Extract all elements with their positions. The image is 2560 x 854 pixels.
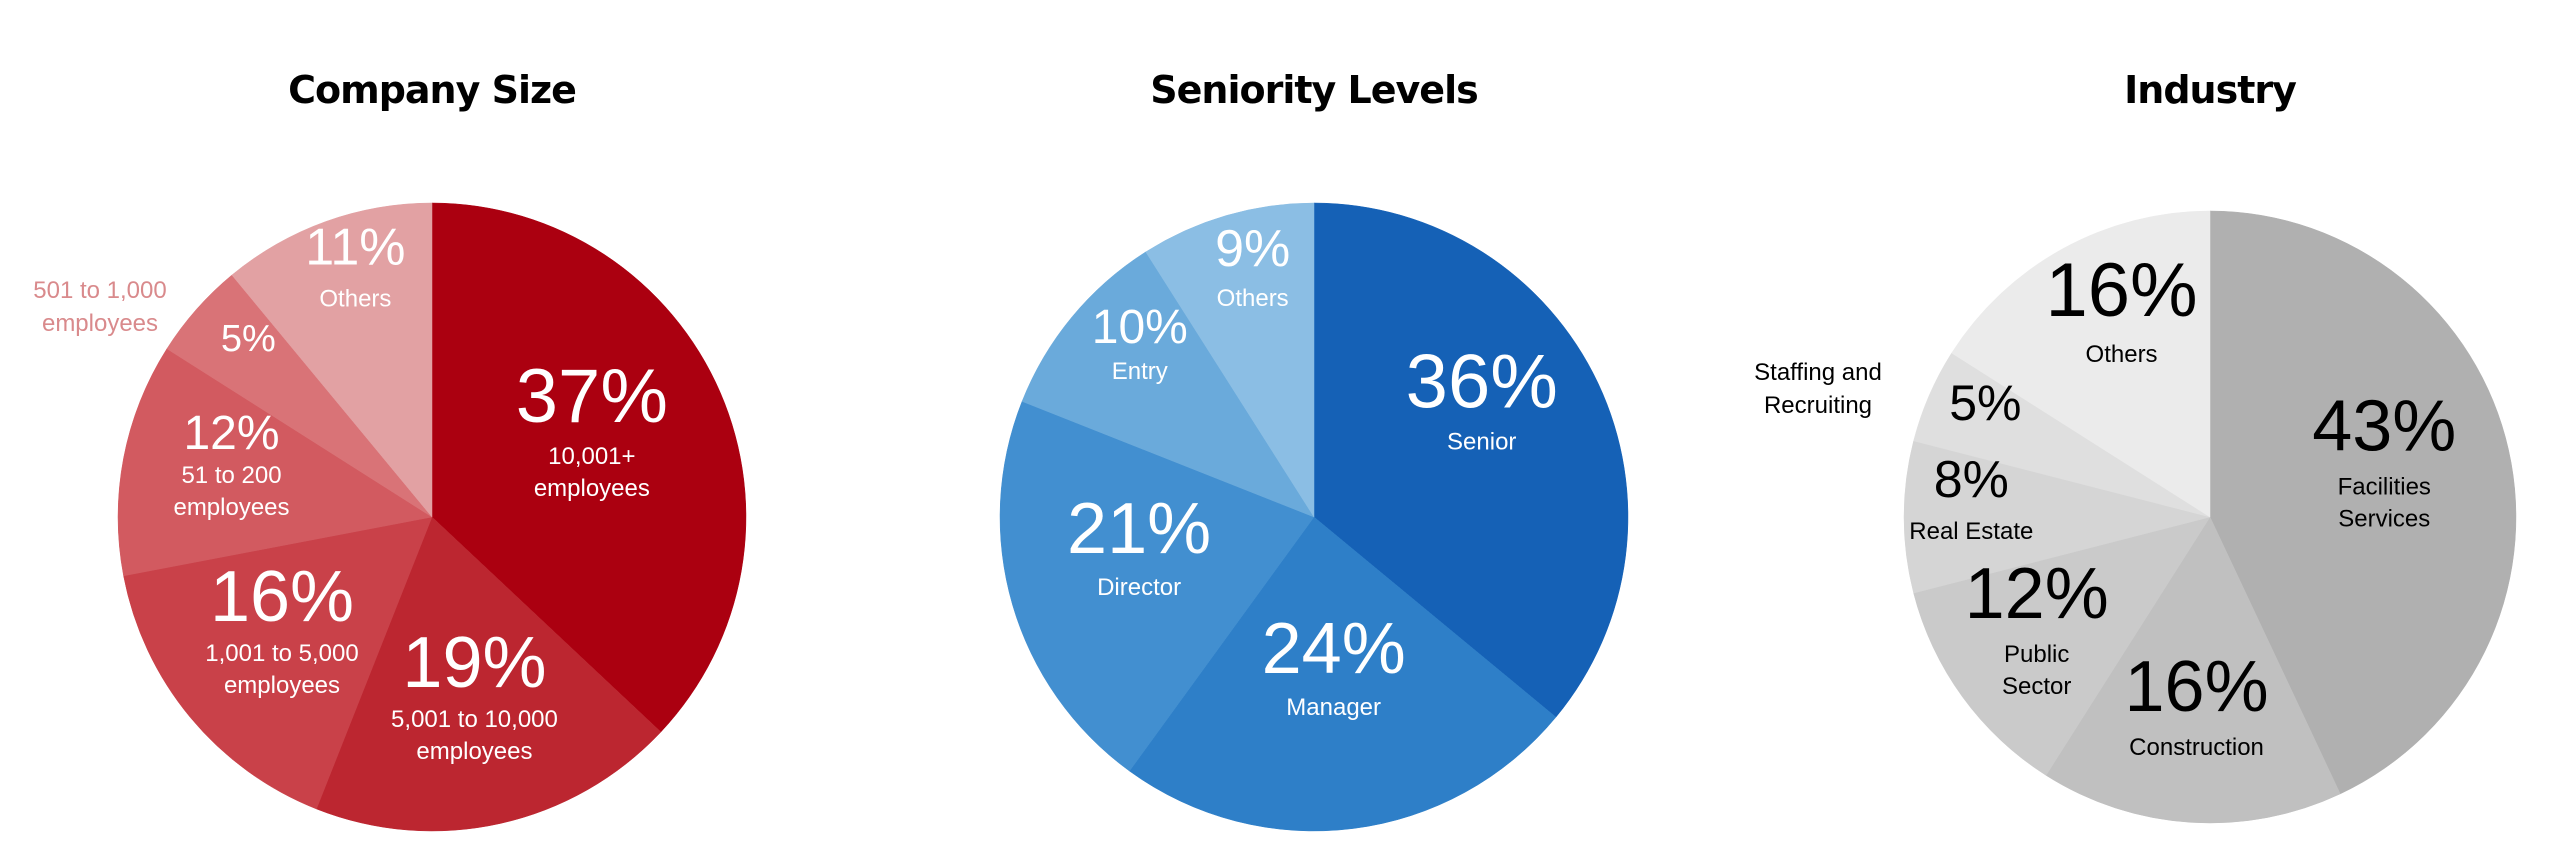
seniority-levels-slice-label: Director	[1097, 574, 1181, 601]
seniority-levels-slice-director	[999, 401, 1315, 772]
industry-pct-label: 8%	[1934, 451, 2009, 509]
company-size-callout-label: employees	[42, 310, 158, 337]
company-size-slice-label: employees	[173, 494, 289, 521]
industry-slice-label: Public	[2004, 641, 2069, 668]
industry-slice-facilities-services	[2209, 210, 2517, 795]
seniority-levels-slice-label: Senior	[1447, 428, 1516, 455]
seniority-levels-pct-label: 24%	[1262, 609, 1406, 689]
seniority-levels-slice-entry	[1021, 251, 1315, 518]
seniority-levels-slice-label: Others	[1217, 285, 1289, 312]
company-size-pct-label: 16%	[210, 557, 354, 637]
company-size-slice-5-001-to-10-000-employees	[316, 516, 662, 832]
company-size-callout-label: 501 to 1,000	[33, 277, 166, 304]
seniority-levels-pct-label: 36%	[1406, 339, 1558, 424]
company-size-slice-51-to-200-employees	[117, 348, 433, 577]
company-size-slices	[117, 202, 747, 832]
company-size-slice-label: 1,001 to 5,000	[205, 640, 358, 667]
seniority-levels-slice-senior	[1313, 202, 1629, 718]
industry-pie-chart: Industry 43% Facilities Services 16% Construc…	[1754, 68, 2517, 824]
industry-callout-label: Staffing and	[1754, 359, 1882, 386]
company-size-slice-label: Others	[319, 285, 391, 312]
company-size-slice-others	[231, 202, 433, 518]
industry-slice-real-estate	[1903, 440, 2211, 594]
seniority-levels-slice-manager	[1129, 516, 1557, 832]
industry-pct-label: 5%	[1949, 375, 2021, 431]
seniority-levels-title: Seniority Levels	[1150, 68, 1477, 112]
seniority-levels-pct-label: 10%	[1092, 301, 1188, 354]
industry-slices	[1903, 210, 2517, 824]
industry-slice-construction	[2045, 516, 2341, 824]
company-size-slice-label: 51 to 200	[181, 462, 281, 489]
seniority-levels-slice-label: Entry	[1112, 358, 1168, 385]
company-size-pct-label: 11%	[305, 218, 405, 276]
industry-pct-label: 12%	[1965, 554, 2109, 634]
industry-slice-label: Facilities	[2338, 473, 2431, 500]
company-size-slice-label: employees	[224, 672, 340, 699]
company-size-slice-label: employees	[534, 475, 650, 502]
seniority-levels-pct-label: 9%	[1215, 220, 1290, 278]
seniority-levels-slice-label: Manager	[1286, 694, 1381, 721]
company-size-pct-label: 12%	[183, 407, 279, 460]
seniority-levels-pie-chart: Seniority Levels 36% Senior 24% Manager 21% Di…	[999, 68, 1629, 832]
industry-slice-label: Real Estate	[1909, 518, 2033, 545]
industry-callout-label: Recruiting	[1764, 392, 1872, 419]
industry-slice-public-sector	[1913, 516, 2211, 776]
company-size-slice-label: employees	[416, 738, 532, 765]
industry-slice-label: Services	[2338, 505, 2430, 532]
company-size-slice-1-001-to-5-000-employees	[123, 516, 433, 810]
industry-pct-label: 16%	[2124, 647, 2268, 727]
company-size-pct-label: 19%	[402, 623, 546, 703]
seniority-levels-slice-others	[1145, 202, 1315, 518]
industry-title: Industry	[2124, 68, 2297, 112]
industry-slice-label: Construction	[2129, 734, 2264, 761]
industry-slice-label: Others	[2086, 341, 2158, 368]
company-size-pct-label: 5%	[221, 318, 276, 360]
company-size-pct-label: 37%	[516, 354, 668, 439]
company-size-pie-chart: Company Size 37% 10,001+ employees 19% 5,001 …	[33, 68, 747, 832]
industry-pct-label: 16%	[2045, 248, 2197, 333]
industry-pct-label: 43%	[2312, 386, 2456, 466]
company-size-slice-label: 5,001 to 10,000	[391, 706, 558, 733]
company-size-slice-label: 10,001+	[548, 443, 635, 470]
company-size-title: Company Size	[288, 68, 576, 112]
seniority-levels-slices	[999, 202, 1629, 832]
industry-slice-others	[1951, 210, 2211, 518]
industry-slice-label: Sector	[2002, 673, 2071, 700]
seniority-levels-pct-label: 21%	[1067, 489, 1211, 569]
company-size-slice-10-001-employees	[431, 202, 747, 733]
